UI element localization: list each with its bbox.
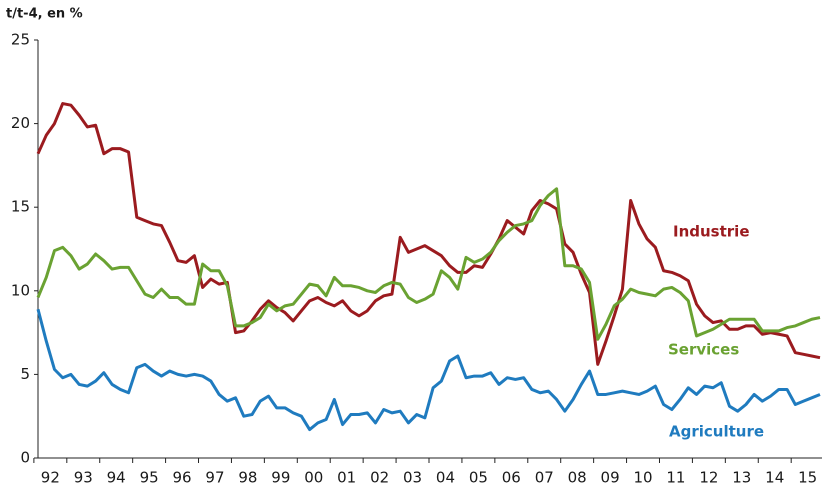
y-tick-label: 10: [11, 281, 30, 299]
x-tick-label: 09: [601, 469, 620, 487]
y-tick-label: 15: [11, 198, 30, 216]
series-label: Agriculture: [669, 423, 764, 441]
series-line: [36, 308, 821, 432]
x-tick-label: 99: [271, 469, 290, 487]
x-tick-label: 05: [469, 469, 488, 487]
series-label: Industrie: [673, 223, 750, 241]
x-tick-label: 12: [699, 469, 718, 487]
x-tick-label: 10: [633, 469, 652, 487]
x-tick-label: 02: [370, 469, 389, 487]
y-unit-label: t/t-4, en %: [6, 7, 83, 22]
x-tick-label: 03: [403, 469, 422, 487]
y-tick-label: 20: [11, 114, 30, 132]
x-tick-label: 01: [337, 469, 356, 487]
x-tick-label: 07: [535, 469, 554, 487]
x-tick-label: 97: [205, 469, 224, 487]
y-tick-label: 25: [11, 31, 30, 49]
x-tick-label: 13: [732, 469, 751, 487]
x-tick-label: 98: [238, 469, 257, 487]
x-tick-label: 14: [765, 469, 784, 487]
x-tick-label: 95: [140, 469, 159, 487]
x-tick-label: 15: [798, 469, 817, 487]
x-tick-label: 00: [304, 469, 323, 487]
x-tick-label: 96: [173, 469, 192, 487]
x-tick-label: 11: [666, 469, 685, 487]
x-tick-label: 92: [41, 469, 60, 487]
x-tick-label: 06: [502, 469, 521, 487]
y-tick-label: 5: [20, 365, 30, 383]
series-line: [36, 187, 821, 341]
x-tick-label: 93: [74, 469, 93, 487]
series-label: Services: [668, 341, 739, 359]
y-tick-label: 0: [20, 449, 30, 467]
series-line: [36, 102, 821, 366]
x-tick-label: 08: [568, 469, 587, 487]
x-tick-label: 04: [436, 469, 455, 487]
x-tick-label: 94: [107, 469, 126, 487]
